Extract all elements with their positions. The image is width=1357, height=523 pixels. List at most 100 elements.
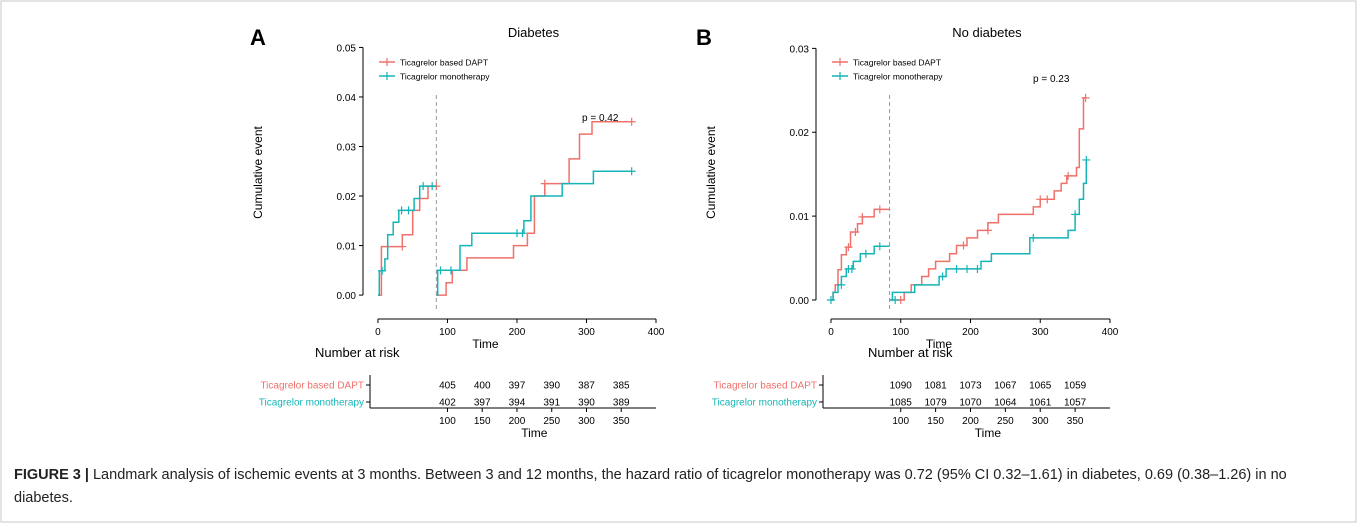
censor-mark — [983, 226, 992, 235]
censor-mark — [847, 264, 856, 273]
series-line — [831, 245, 890, 301]
risk-table-title: Number at risk — [868, 345, 953, 360]
risk-time-label: 200 — [509, 416, 526, 427]
risk-value: 397 — [509, 381, 526, 392]
censor-mark — [875, 205, 884, 214]
figure-caption: FIGURE 3 | Landmark analysis of ischemic… — [14, 464, 1334, 510]
risk-value: 389 — [613, 398, 630, 409]
censor-mark — [973, 264, 982, 273]
x-axis-label: Time — [472, 337, 499, 351]
censor-mark — [851, 228, 860, 237]
censor-mark — [844, 243, 853, 252]
series-line — [889, 159, 1088, 301]
censor-mark — [398, 242, 407, 251]
y-tick-label: 0.05 — [337, 43, 357, 54]
series-line — [378, 185, 437, 296]
panel-label: B — [696, 25, 712, 50]
censor-mark — [875, 242, 884, 251]
risk-value: 385 — [613, 381, 630, 392]
censor-mark — [419, 182, 428, 191]
risk-value: 1073 — [959, 381, 982, 392]
censor-mark — [1029, 233, 1038, 242]
censor-mark — [858, 212, 867, 221]
legend-label: Ticagrelor monotherapy — [400, 72, 490, 82]
x-tick-label: 0 — [828, 327, 834, 338]
censor-mark — [837, 280, 846, 289]
risk-value: 1067 — [994, 381, 1017, 392]
risk-value: 1065 — [1029, 381, 1052, 392]
censor-mark — [1043, 195, 1052, 204]
risk-table-xlabel: Time — [975, 426, 1002, 440]
risk-value: 1059 — [1064, 381, 1087, 392]
censor-mark — [540, 179, 549, 188]
censor-mark — [938, 272, 947, 281]
series-line — [378, 185, 437, 296]
risk-time-label: 300 — [1032, 416, 1049, 427]
risk-row-label: Ticagrelor based DAPT — [713, 381, 817, 392]
censor-mark — [446, 266, 455, 275]
p-value-annotation: p = 0.42 — [582, 113, 619, 124]
y-axis-label: Cumulative event — [251, 125, 265, 218]
p-value-annotation: p = 0.23 — [1033, 74, 1070, 85]
risk-value: 1061 — [1029, 398, 1052, 409]
censor-mark — [861, 249, 870, 258]
risk-table-title: Number at risk — [315, 345, 400, 360]
risk-row-label: Ticagrelor monotherapy — [712, 398, 817, 409]
risk-value: 405 — [439, 381, 456, 392]
y-tick-label: 0.01 — [337, 242, 357, 253]
risk-time-label: 150 — [927, 416, 944, 427]
risk-time-label: 300 — [578, 416, 595, 427]
risk-time-label: 350 — [613, 416, 630, 427]
panel-a: A Diabetes 0.00 0.01 0.02 0.03 0.04 0.05 Cumulat… — [250, 25, 665, 440]
censor-mark — [1064, 171, 1073, 180]
y-tick-label: 0.02 — [790, 128, 810, 139]
x-tick-label: 100 — [439, 327, 456, 338]
y-tick-label: 0.00 — [337, 291, 357, 302]
y-tick-label: 0.03 — [790, 44, 810, 55]
risk-value: 1070 — [959, 398, 982, 409]
risk-value: 1064 — [994, 398, 1017, 409]
y-tick-label: 0.03 — [337, 142, 357, 153]
censor-mark — [627, 117, 636, 126]
censor-mark — [436, 266, 445, 275]
risk-row-label: Ticagrelor monotherapy — [259, 398, 364, 409]
risk-value: 1079 — [924, 398, 947, 409]
caption-label: FIGURE 3 | — [14, 467, 89, 483]
risk-value: 1090 — [890, 381, 913, 392]
censor-mark — [397, 206, 406, 215]
risk-value: 394 — [509, 398, 526, 409]
censor-mark — [404, 206, 413, 215]
risk-value: 1081 — [924, 381, 947, 392]
legend-label: Ticagrelor monotherapy — [853, 72, 943, 82]
risk-time-label: 150 — [474, 416, 491, 427]
censor-mark — [428, 182, 437, 191]
risk-time-label: 100 — [892, 416, 909, 427]
chart-title: Diabetes — [508, 25, 560, 40]
censor-mark — [826, 295, 835, 304]
risk-row-label: Ticagrelor based DAPT — [260, 381, 364, 392]
x-tick-label: 0 — [375, 327, 381, 338]
y-tick-label: 0.02 — [337, 192, 357, 203]
censor-mark — [891, 295, 900, 304]
risk-value: 390 — [543, 381, 560, 392]
censor-mark — [1081, 93, 1090, 102]
x-tick-label: 400 — [1102, 327, 1119, 338]
x-tick-label: 200 — [509, 327, 526, 338]
risk-value: 1085 — [890, 398, 913, 409]
risk-value: 391 — [543, 398, 560, 409]
series-line — [889, 97, 1086, 301]
risk-value: 390 — [578, 398, 595, 409]
panel-label: A — [250, 25, 266, 50]
censor-mark — [952, 264, 961, 273]
x-tick-label: 300 — [578, 327, 595, 338]
censor-mark — [1071, 210, 1080, 219]
risk-time-label: 350 — [1067, 416, 1084, 427]
censor-mark — [627, 167, 636, 176]
y-tick-label: 0.00 — [790, 296, 810, 307]
risk-time-label: 200 — [962, 416, 979, 427]
risk-table-xlabel: Time — [521, 426, 548, 440]
risk-value: 400 — [474, 381, 491, 392]
y-axis-label: Cumulative event — [704, 125, 718, 218]
censor-mark — [959, 241, 968, 250]
